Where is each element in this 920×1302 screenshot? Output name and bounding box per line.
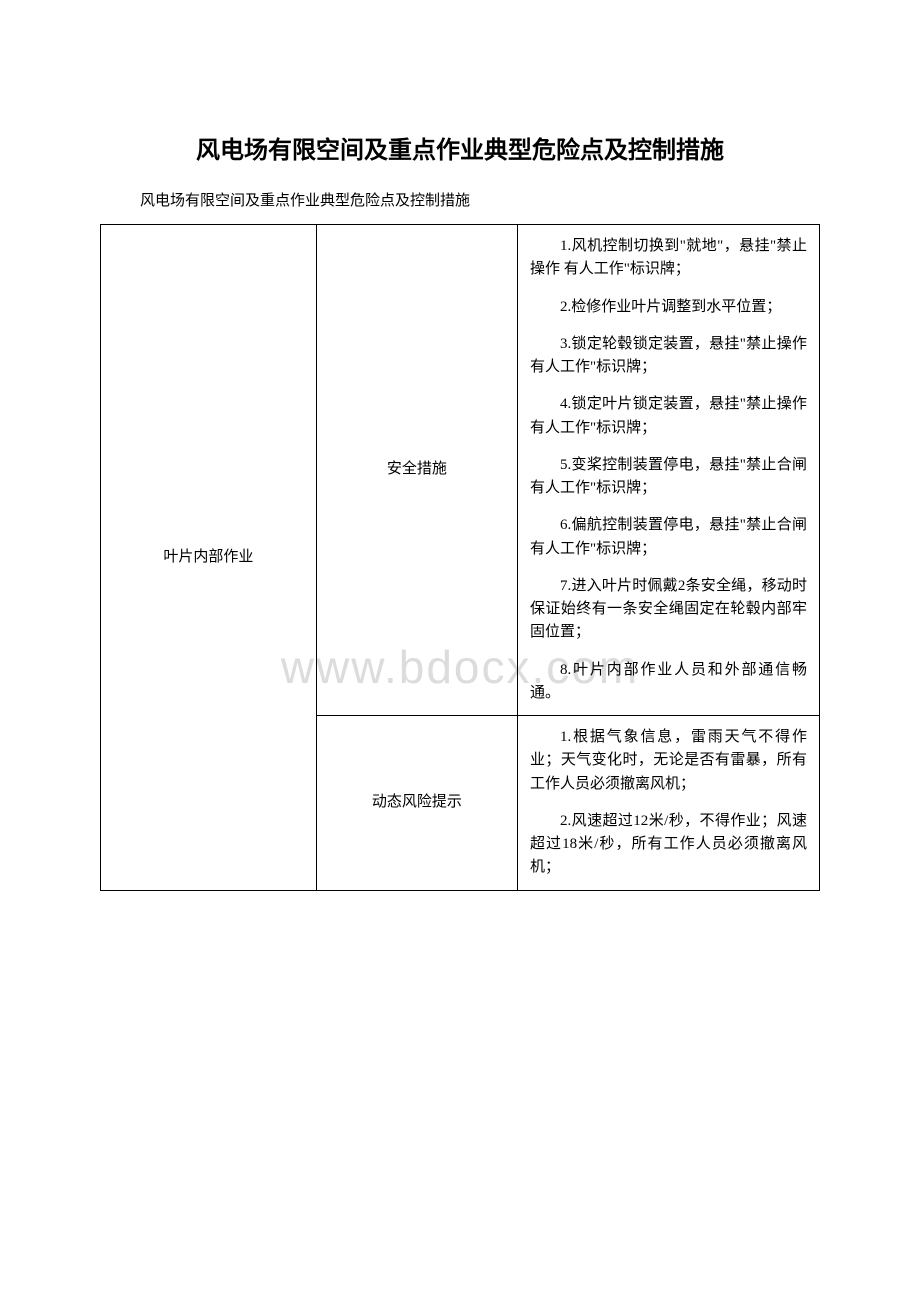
risk-item: 1.根据气象信息，雷雨天气不得作业；天气变化时，无论是否有雷暴，所有工作人员必须… xyxy=(530,726,807,796)
page-subtitle: 风电场有限空间及重点作业典型危险点及控制措施 xyxy=(100,189,820,210)
risk-item: 2.风速超过12米/秒，不得作业；风速超过18米/秒，所有工作人员必须撤离风机； xyxy=(530,810,807,880)
measure-item: 1.风机控制切换到"就地"，悬挂"禁止操作 有人工作"标识牌； xyxy=(530,235,807,282)
measure-item: 5.变桨控制装置停电，悬挂"禁止合闸 有人工作"标识牌； xyxy=(530,454,807,501)
measure-item: 6.偏航控制装置停电，悬挂"禁止合闸 有人工作"标识牌； xyxy=(530,514,807,561)
category-cell: 动态风险提示 xyxy=(316,716,517,891)
measure-item: 2.检修作业叶片调整到水平位置； xyxy=(530,296,807,319)
activity-cell: 叶片内部作业 xyxy=(101,225,317,891)
measure-item: 3.锁定轮毂锁定装置，悬挂"禁止操作 有人工作"标识牌； xyxy=(530,333,807,380)
measure-item: 4.锁定叶片锁定装置，悬挂"禁止操作 有人工作"标识牌； xyxy=(530,393,807,440)
category-cell: 安全措施 xyxy=(316,225,517,716)
measures-cell: 1.风机控制切换到"就地"，悬挂"禁止操作 有人工作"标识牌； 2.检修作业叶片… xyxy=(518,225,820,716)
page-title: 风电场有限空间及重点作业典型危险点及控制措施 xyxy=(100,130,820,165)
risk-cell: 1.根据气象信息，雷雨天气不得作业；天气变化时，无论是否有雷暴，所有工作人员必须… xyxy=(518,716,820,891)
risk-table: 叶片内部作业 安全措施 1.风机控制切换到"就地"，悬挂"禁止操作 有人工作"标… xyxy=(100,224,820,891)
table-row: 叶片内部作业 安全措施 1.风机控制切换到"就地"，悬挂"禁止操作 有人工作"标… xyxy=(101,225,820,716)
measure-item: 8.叶片内部作业人员和外部通信畅通。 xyxy=(530,659,807,706)
measure-item: 7.进入叶片时佩戴2条安全绳，移动时保证始终有一条安全绳固定在轮毂内部牢固位置； xyxy=(530,575,807,645)
